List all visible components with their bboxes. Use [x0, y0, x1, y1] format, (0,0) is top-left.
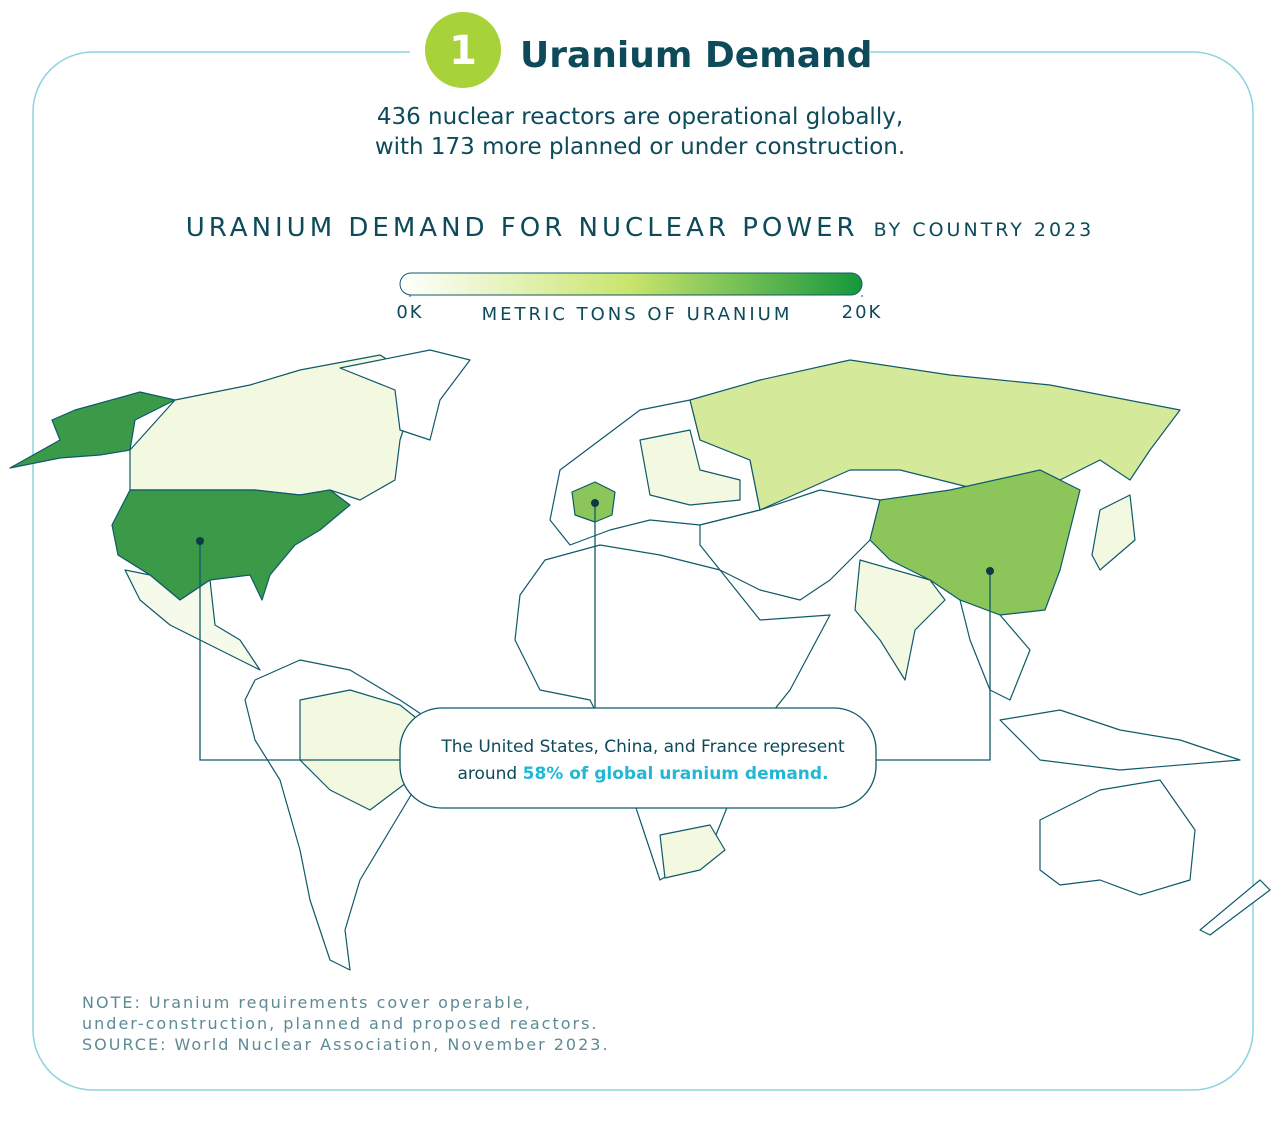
country: [124, 569, 261, 671]
continent: [1039, 779, 1196, 896]
subtitle: 436 nuclear reactors are operational glo…: [377, 104, 903, 130]
note: NOTE: Uranium requirements cover operabl…: [82, 993, 532, 1012]
continent: [339, 349, 471, 441]
callout-lead: around: [457, 764, 517, 784]
country: [869, 469, 1081, 616]
country: [659, 824, 726, 879]
continent: [699, 489, 881, 601]
legend-tick-label: 0K: [396, 302, 423, 323]
country: [854, 559, 946, 681]
islands: [1199, 879, 1271, 936]
callout-text: The United States, China, and France rep…: [440, 737, 845, 757]
leader-dot: [591, 499, 599, 507]
map-title-suffix: BY COUNTRY 2023: [874, 219, 1095, 241]
step-badge: [425, 12, 501, 88]
legend-tick-label: 20K: [842, 302, 883, 323]
islands: [999, 709, 1241, 771]
map-title-main: URANIUM DEMAND FOR NUCLEAR POWER: [186, 213, 859, 243]
world-map: [9, 349, 1271, 971]
country: [689, 359, 1181, 511]
country: [639, 429, 741, 506]
legend-label: METRIC TONS OF URANIUM: [482, 304, 793, 325]
step-number: 1: [449, 28, 477, 74]
leader-line: [876, 571, 991, 761]
country: [111, 489, 351, 601]
leader-dot: [986, 567, 994, 575]
subtitle: with 173 more planned or under construct…: [375, 134, 905, 160]
map-title: URANIUM DEMAND FOR NUCLEAR POWER BY COUN…: [186, 213, 1095, 243]
leader-line: [199, 541, 400, 761]
callout-text: around 58% of global uranium demand.: [457, 764, 828, 784]
legend-bar: [399, 272, 863, 296]
source: SOURCE: World Nuclear Association, Novem…: [82, 1035, 610, 1054]
callout-highlight: 58% of global uranium demand.: [523, 764, 829, 784]
country: [1091, 494, 1136, 571]
leader-dot: [196, 537, 204, 545]
callout-box: [399, 707, 877, 809]
legend-ticks: 0K 20K: [396, 295, 883, 323]
title: Uranium Demand: [520, 35, 872, 76]
callout-leaders: [199, 505, 991, 761]
continent: [959, 599, 1031, 701]
note: under-construction, planned and proposed…: [82, 1014, 599, 1033]
